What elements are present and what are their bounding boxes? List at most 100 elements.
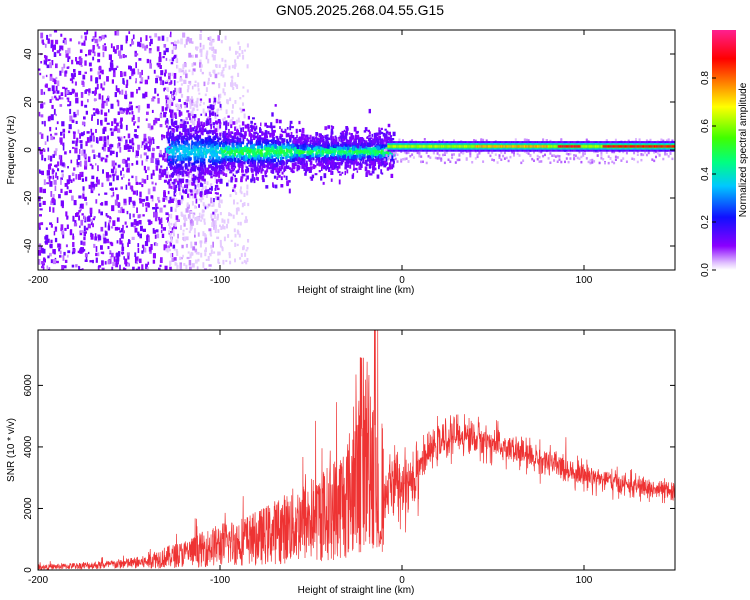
heatmap-cell	[171, 109, 174, 115]
heatmap-cell	[358, 151, 362, 154]
heatmap-cell	[131, 142, 135, 146]
heatmap-cell	[222, 131, 226, 135]
heatmap-cell	[321, 165, 324, 169]
heatmap-cell	[134, 129, 137, 133]
heatmap-cell	[335, 165, 337, 169]
heatmap-cell	[366, 151, 369, 157]
heatmap-cell	[190, 244, 193, 249]
heatmap-cell	[174, 125, 178, 128]
heatmap-cell	[358, 137, 360, 141]
heatmap-cell	[274, 144, 277, 149]
heatmap-cell	[306, 166, 309, 172]
heatmap-cell	[582, 152, 585, 155]
heatmap-cell	[327, 141, 330, 144]
heatmap-cell	[347, 164, 350, 168]
heatmap-cell	[365, 140, 368, 146]
heatmap-cell	[95, 252, 98, 257]
heatmap-cell	[316, 163, 319, 166]
heatmap-cell	[93, 135, 95, 142]
heatmap-cell	[221, 171, 225, 174]
heatmap-cell	[176, 169, 179, 175]
heatmap-cell	[71, 172, 75, 176]
heatmap-cell	[170, 62, 174, 65]
heatmap-cell	[186, 36, 190, 42]
heatmap-cell	[234, 100, 237, 104]
heatmap-cell	[220, 39, 223, 44]
heatmap-cell	[174, 150, 177, 154]
heatmap-cell	[194, 184, 197, 190]
heatmap-cell	[306, 134, 309, 138]
heatmap-cell	[198, 188, 200, 194]
heatmap-cell	[186, 135, 189, 140]
heatmap-cell	[265, 159, 268, 163]
heatmap-cell	[150, 195, 154, 199]
heatmap-cell	[405, 151, 408, 155]
heatmap-cell	[117, 209, 120, 213]
heatmap-cell	[209, 160, 212, 164]
heatmap-cell	[75, 213, 79, 217]
heatmap-cell	[503, 157, 506, 160]
heatmap-cell	[95, 199, 98, 204]
heatmap-cell	[368, 163, 372, 169]
heatmap-cell	[236, 202, 239, 205]
heatmap-cell	[228, 254, 231, 259]
heatmap-cell	[146, 111, 149, 115]
heatmap-cell	[425, 161, 428, 165]
heatmap-cell	[114, 171, 117, 176]
heatmap-cell	[540, 160, 543, 163]
heatmap-cell	[109, 250, 111, 254]
heatmap-cell	[182, 133, 185, 137]
heatmap-cell	[64, 227, 67, 231]
heatmap-cell	[240, 133, 244, 137]
heatmap-cell	[61, 162, 65, 167]
heatmap-cell	[309, 140, 312, 144]
heatmap-cell	[42, 266, 45, 270]
heatmap-cell	[94, 87, 98, 90]
heatmap-cell	[447, 158, 450, 161]
heatmap-cell	[156, 93, 159, 97]
heatmap-cell	[225, 166, 229, 170]
heatmap-cell	[143, 152, 147, 156]
heatmap-cell	[305, 139, 309, 143]
heatmap-cell	[313, 138, 316, 142]
heatmap-cell	[214, 147, 217, 151]
heatmap-cell	[178, 167, 182, 170]
heatmap-cell	[285, 133, 288, 138]
heatmap-cell	[38, 222, 41, 228]
heatmap-cell	[241, 165, 244, 171]
heatmap-cell	[168, 163, 172, 166]
heatmap-cell	[273, 154, 276, 157]
heatmap-cell	[158, 219, 162, 225]
heatmap-cell	[170, 119, 174, 124]
heatmap-cell	[120, 44, 123, 51]
heatmap-cell	[56, 121, 59, 125]
heatmap-cell	[189, 99, 192, 105]
heatmap-cell	[250, 165, 253, 168]
heatmap-cell	[44, 236, 47, 240]
heatmap-cell	[157, 118, 160, 121]
heatmap-cell	[99, 203, 102, 206]
heatmap-cell	[260, 152, 264, 157]
heatmap-cell	[225, 120, 228, 126]
heatmap-cell	[134, 252, 137, 257]
heatmap-cell	[322, 158, 325, 163]
heatmap-cell	[162, 80, 165, 86]
heatmap-cell	[167, 72, 172, 76]
heatmap-cell	[286, 148, 289, 153]
heatmap-cell	[282, 145, 286, 150]
heatmap-cell	[300, 142, 303, 146]
heatmap-cell	[58, 95, 61, 100]
heatmap-cell	[52, 207, 55, 213]
heatmap-cell	[131, 73, 134, 77]
heatmap-cell	[352, 168, 356, 171]
heatmap-cell	[84, 196, 87, 201]
heatmap-cell	[217, 72, 220, 75]
heatmap-cell	[388, 131, 391, 136]
heatmap-cell	[199, 240, 203, 244]
heatmap-cell	[190, 161, 193, 165]
heatmap-cell	[372, 167, 375, 171]
heatmap-cell	[169, 133, 172, 138]
heatmap-cell	[191, 140, 194, 146]
heatmap-cell	[73, 200, 77, 206]
heatmap-cell	[368, 161, 372, 164]
